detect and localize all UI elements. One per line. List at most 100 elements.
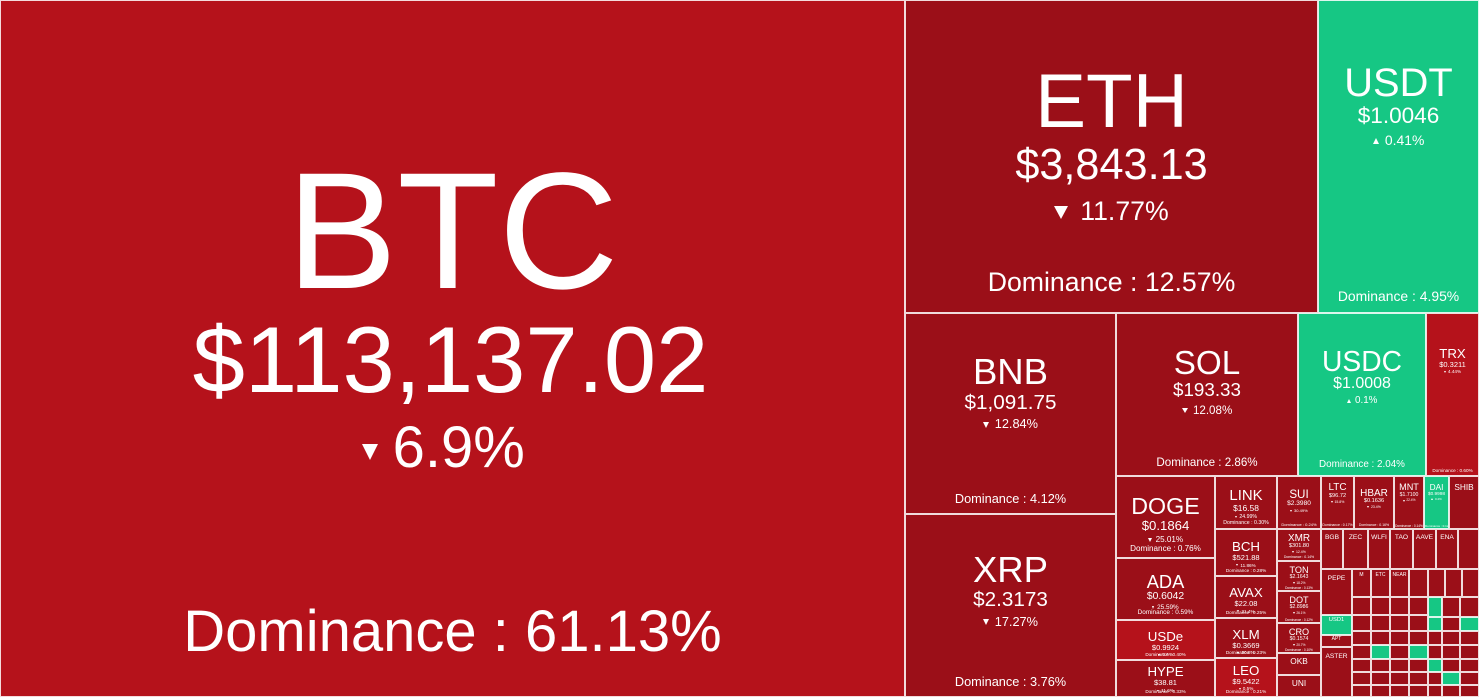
- tile-change-value: 18.2%: [1296, 580, 1306, 585]
- tile-minor-coin[interactable]: [1352, 672, 1371, 685]
- tile-minor-coin[interactable]: [1458, 529, 1479, 569]
- tile-minor-coin[interactable]: [1390, 672, 1409, 685]
- tile-minor-coin[interactable]: [1409, 615, 1428, 631]
- tile-minor-coin[interactable]: [1352, 659, 1371, 672]
- tile-minor-coin[interactable]: [1460, 659, 1479, 672]
- tile-aave[interactable]: AAVE: [1413, 529, 1436, 569]
- tile-mnt[interactable]: MNT $1.7100 22.4% Dominance : 0.14%: [1394, 476, 1424, 529]
- tile-minor-coin[interactable]: [1428, 597, 1442, 617]
- tile-minor-coin[interactable]: [1352, 615, 1371, 631]
- tile-minor-coin[interactable]: [1371, 615, 1390, 631]
- tile-dot[interactable]: DOT $2.8986 26.1% Dominance : 0.12%: [1277, 591, 1321, 623]
- tile-dai[interactable]: DAI $0.9998 0.2% Dominance : 0.12%: [1424, 476, 1449, 529]
- tile-trx[interactable]: TRX $0.3211 4.44% Dominance : 0.60%: [1426, 313, 1479, 476]
- tile-ton[interactable]: TON $2.1643 18.2% Dominance : 0.13%: [1277, 561, 1321, 591]
- tile-minor-coin[interactable]: [1409, 659, 1428, 672]
- tile-minor-coin[interactable]: [1390, 659, 1409, 672]
- tile-minor-coin[interactable]: [1371, 672, 1390, 685]
- tile-minor-coin[interactable]: [1409, 569, 1428, 597]
- tile-minor-coin[interactable]: [1352, 597, 1371, 615]
- tile-minor-coin[interactable]: [1442, 659, 1460, 672]
- tile-minor-coin[interactable]: [1428, 672, 1442, 685]
- tile-avax[interactable]: AVAX $22.08 21.4% Dominance : 0.25%: [1215, 576, 1277, 618]
- tile-etc[interactable]: ETC: [1371, 569, 1390, 597]
- tile-ada[interactable]: ADA $0.6042 25.59% Dominance : 0.59%: [1116, 558, 1215, 620]
- tile-minor-coin[interactable]: [1352, 685, 1371, 697]
- tile-minor-coin[interactable]: [1445, 569, 1462, 597]
- tile-ena[interactable]: ENA: [1436, 529, 1458, 569]
- tile-leo[interactable]: LEO $9.5422 0.5% Dominance : 0.21%: [1215, 658, 1277, 697]
- tile-minor-coin[interactable]: [1460, 631, 1479, 645]
- tile-minor-coin[interactable]: [1409, 645, 1428, 659]
- tile-xlm[interactable]: XLM $0.3669 20.8% Dominance : 0.23%: [1215, 618, 1277, 658]
- tile-minor-coin[interactable]: [1371, 685, 1390, 697]
- tile-hbar[interactable]: HBAR $0.1636 23.4% Dominance : 0.16%: [1354, 476, 1394, 529]
- tile-minor-coin[interactable]: [1352, 631, 1371, 645]
- tile-usdc[interactable]: USDC $1.0008 0.1% Dominance : 2.04%: [1298, 313, 1426, 476]
- tile-zec[interactable]: ZEC: [1343, 529, 1368, 569]
- tile-xmr[interactable]: XMR $301.80 12.4% Dominance : 0.14%: [1277, 529, 1321, 561]
- tile-m[interactable]: M: [1352, 569, 1371, 597]
- tile-minor-coin[interactable]: [1390, 685, 1409, 697]
- tile-btc[interactable]: BTC $113,137.02 6.9% Dominance : 61.13%: [0, 0, 905, 697]
- tile-bgb[interactable]: BGB: [1321, 529, 1343, 569]
- tile-doge[interactable]: DOGE $0.1864 25.01% Dominance : 0.76%: [1116, 476, 1215, 558]
- tile-minor-coin[interactable]: [1428, 617, 1442, 631]
- tile-usdt[interactable]: USDT $1.0046 0.41% Dominance : 4.95%: [1318, 0, 1479, 313]
- tile-minor-coin[interactable]: [1409, 685, 1428, 697]
- tile-apt[interactable]: APT: [1321, 635, 1352, 647]
- tile-minor-coin[interactable]: [1442, 631, 1460, 645]
- tile-minor-coin[interactable]: [1442, 597, 1460, 617]
- tile-minor-coin[interactable]: [1442, 645, 1460, 659]
- tile-minor-coin[interactable]: [1409, 672, 1428, 685]
- tile-minor-coin[interactable]: [1442, 685, 1460, 697]
- tile-minor-coin[interactable]: [1352, 645, 1371, 659]
- tile-minor-coin[interactable]: [1371, 631, 1390, 645]
- tile-minor-coin[interactable]: [1409, 631, 1428, 645]
- tile-minor-coin[interactable]: [1428, 685, 1442, 697]
- tile-change-value: 25.59%: [1157, 603, 1179, 611]
- tile-bch[interactable]: BCH $521.88 11.86% Dominance : 0.28%: [1215, 529, 1277, 576]
- tile-usde[interactable]: USDe $0.9924 0.6% Dominance : 0.40%: [1116, 620, 1215, 660]
- tile-sol[interactable]: SOL $193.33 12.08% Dominance : 2.86%: [1116, 313, 1298, 476]
- tile-minor-coin[interactable]: [1390, 631, 1409, 645]
- tile-minor-coin[interactable]: [1460, 597, 1479, 617]
- tile-okb[interactable]: OKB: [1277, 653, 1321, 675]
- tile-minor-coin[interactable]: [1371, 659, 1390, 672]
- down-triangle-icon: [1237, 651, 1240, 654]
- tile-shib[interactable]: SHIB: [1449, 476, 1479, 529]
- tile-minor-coin[interactable]: [1460, 617, 1479, 631]
- tile-minor-coin[interactable]: [1460, 645, 1479, 659]
- tile-cro[interactable]: CRO $0.1574 20.7% Dominance : 0.10%: [1277, 623, 1321, 653]
- tile-minor-coin[interactable]: [1462, 569, 1479, 597]
- tile-minor-coin[interactable]: [1390, 645, 1409, 659]
- tile-minor-coin[interactable]: [1442, 672, 1460, 685]
- tile-minor-coin[interactable]: [1390, 597, 1409, 615]
- tile-ltc[interactable]: LTC $96.72 15.8% Dominance : 0.17%: [1321, 476, 1354, 529]
- tile-minor-coin[interactable]: [1428, 569, 1445, 597]
- tile-minor-coin[interactable]: [1428, 631, 1442, 645]
- tile-minor-coin[interactable]: [1428, 659, 1442, 672]
- tile-minor-coin[interactable]: [1428, 645, 1442, 659]
- tile-minor-coin[interactable]: [1371, 597, 1390, 615]
- tile-wlfi[interactable]: WLFI: [1368, 529, 1390, 569]
- tile-bnb[interactable]: BNB $1,091.75 12.84% Dominance : 4.12%: [905, 313, 1116, 514]
- tile-near[interactable]: NEAR: [1390, 569, 1409, 597]
- tile-tao[interactable]: TAO: [1390, 529, 1413, 569]
- tile-aster[interactable]: ASTER: [1321, 647, 1352, 697]
- tile-xrp[interactable]: XRP $2.3173 17.27% Dominance : 3.76%: [905, 514, 1116, 697]
- tile-link[interactable]: LINK $16.58 24.99% Dominance : 0.30%: [1215, 476, 1277, 529]
- tile-hype[interactable]: HYPE $38.81 11.6% Dominance : 0.33%: [1116, 660, 1215, 697]
- tile-eth[interactable]: ETH $3,843.13 11.77% Dominance : 12.57%: [905, 0, 1318, 313]
- tile-pepe[interactable]: PEPE: [1321, 569, 1352, 615]
- tile-minor-coin[interactable]: [1371, 645, 1390, 659]
- tile-minor-coin[interactable]: [1442, 617, 1460, 631]
- tile-uni[interactable]: UNI: [1277, 675, 1321, 697]
- tile-minor-coin[interactable]: [1409, 597, 1428, 615]
- tile-sui[interactable]: SUI $2.3980 30.49% Dominance : 0.24%: [1277, 476, 1321, 529]
- tile-usd1[interactable]: USD1: [1321, 615, 1352, 635]
- tile-minor-coin[interactable]: [1460, 672, 1479, 685]
- tile-minor-coin[interactable]: [1460, 685, 1479, 697]
- tile-minor-coin[interactable]: [1390, 615, 1409, 631]
